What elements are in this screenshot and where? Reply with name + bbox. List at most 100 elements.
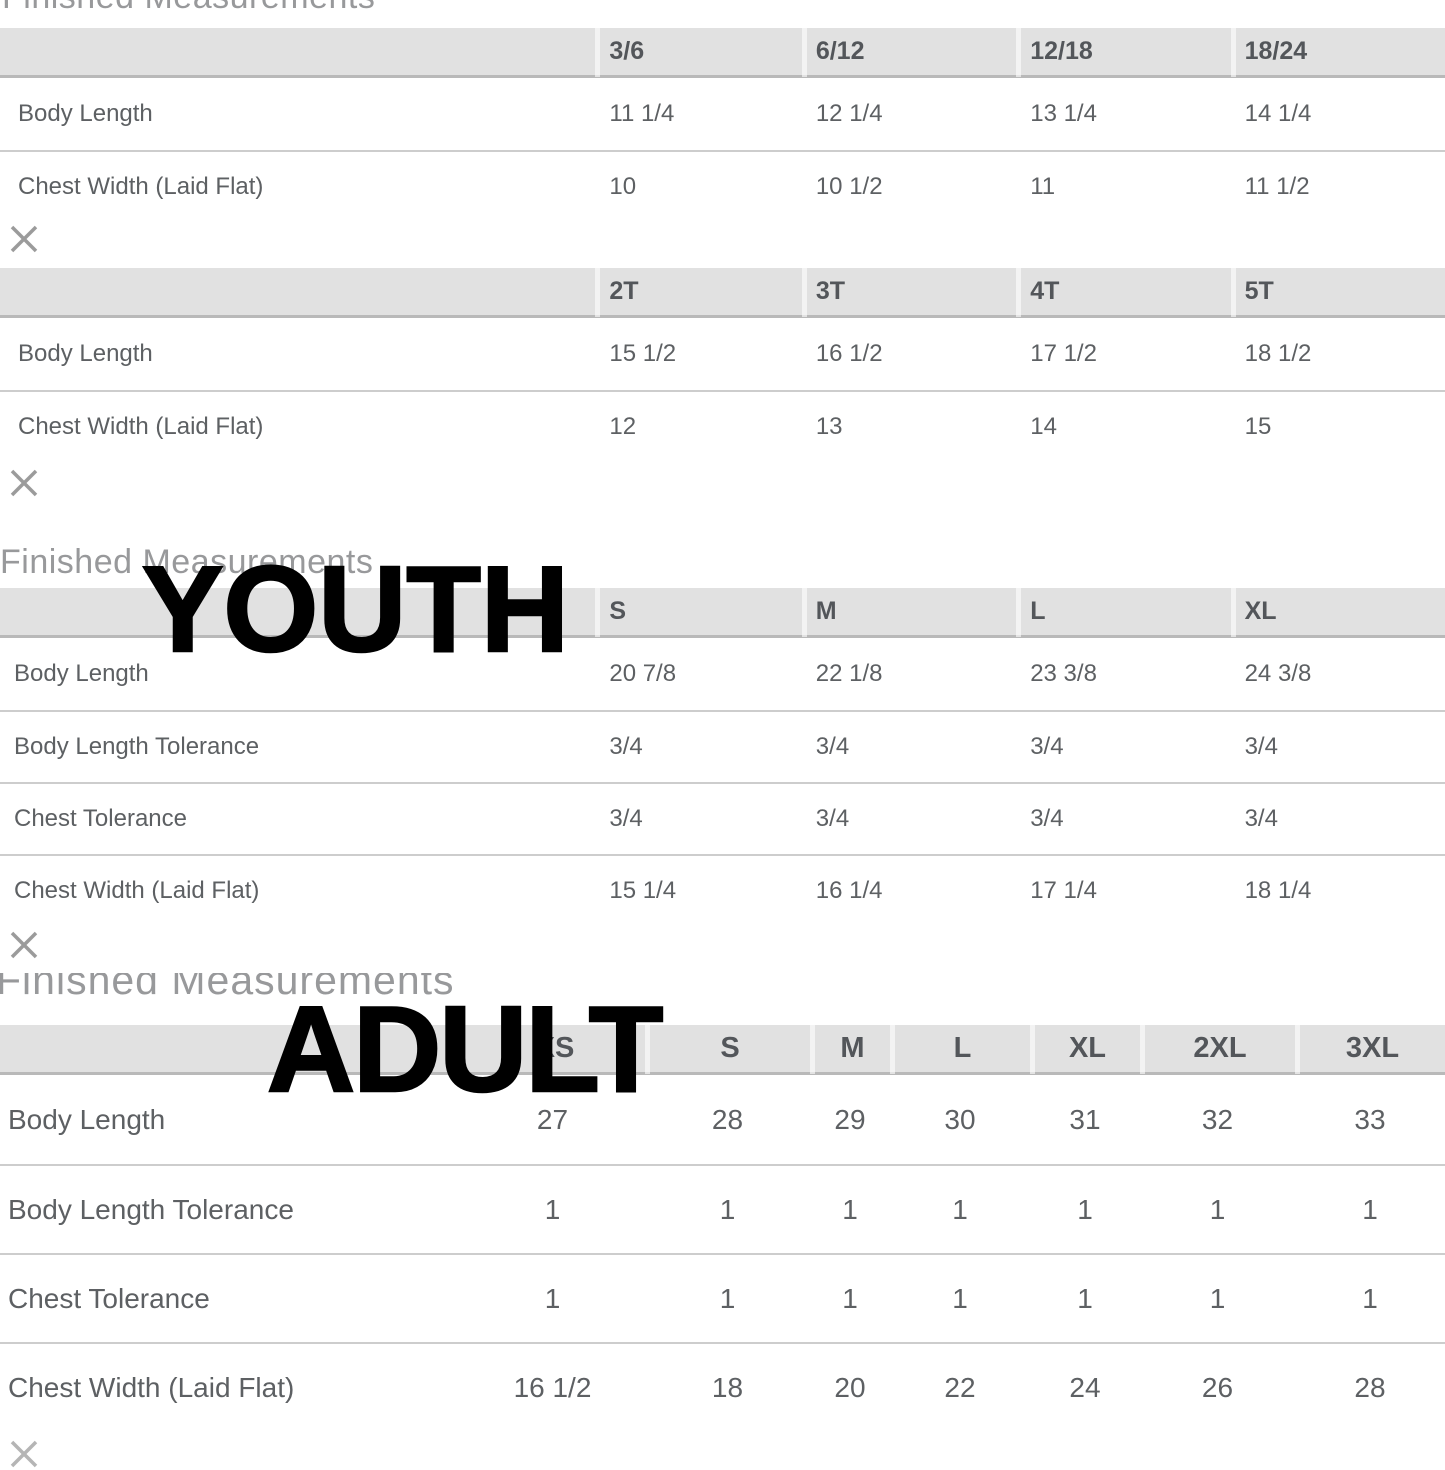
close-icon[interactable] xyxy=(8,1438,40,1470)
cell-value: 32 xyxy=(1201,1103,1234,1135)
column-header: L xyxy=(1016,586,1230,637)
table-header-row: 3/6 6/12 12/18 18/24 xyxy=(0,26,1445,78)
table-row: Chest Width (Laid Flat) 10 10 1/2 11 11 … xyxy=(0,150,1445,222)
cell-value: 1 xyxy=(952,1282,968,1314)
column-header: 5T xyxy=(1230,266,1445,317)
cell-value: 16 1/2 xyxy=(513,1371,592,1403)
cell-value: 1 xyxy=(1362,1193,1378,1225)
cell-value: 12 xyxy=(609,413,637,440)
table-row: Body Length Tolerance 1 1 1 1 1 1 1 xyxy=(0,1164,1445,1253)
column-header: M xyxy=(810,1023,890,1074)
column-header: XS xyxy=(460,1023,645,1074)
cell-value: 18 1/4 xyxy=(1244,877,1312,904)
adult-overlay-label: ADULT xyxy=(266,981,665,1117)
table-row: Chest Width (Laid Flat) 16 1/2 18 20 22 … xyxy=(0,1342,1445,1431)
row-label: Body Length Tolerance xyxy=(14,733,260,760)
row-label: Body Length xyxy=(8,1103,166,1135)
youth-overlay-label: YOUTH xyxy=(141,541,571,677)
column-header: 3/6 xyxy=(595,26,801,77)
cell-value: 1 xyxy=(719,1282,736,1314)
row-label: Body Length xyxy=(18,100,153,127)
section-heading-clipped: Finished Measurements xyxy=(2,0,502,14)
cell-value: 33 xyxy=(1354,1103,1386,1135)
cell-value: 3/4 xyxy=(609,805,643,832)
close-icon[interactable] xyxy=(8,223,40,255)
section-heading-clipped: Finished Measurements xyxy=(0,973,616,1003)
table-row: Body Length Tolerance 3/4 3/4 3/4 3/4 xyxy=(0,710,1445,782)
size-table-toddler: 2T 3T 4T 5T Body Length 15 1/2 16 1/2 17… xyxy=(0,266,1445,462)
cell-value: 28 xyxy=(711,1103,744,1135)
cell-value: 20 xyxy=(834,1371,866,1403)
row-label: Body Length xyxy=(14,660,149,687)
cell-value: 23 3/8 xyxy=(1030,660,1097,687)
cell-value: 12 1/4 xyxy=(815,100,883,127)
cell-value: 29 xyxy=(834,1103,866,1135)
column-header: 18/24 xyxy=(1230,26,1445,77)
row-label: Chest Width (Laid Flat) xyxy=(14,877,260,904)
table-row: Chest Width (Laid Flat) 15 1/4 16 1/4 17… xyxy=(0,854,1445,926)
table-row: Body Length 20 7/8 22 1/8 23 3/8 24 3/8 xyxy=(0,638,1445,710)
cell-value: 18 xyxy=(711,1371,744,1403)
cell-value: 1 xyxy=(1209,1193,1226,1225)
cell-value: 1 xyxy=(544,1282,561,1314)
cell-value: 3/4 xyxy=(1030,805,1064,832)
column-header: L xyxy=(890,1023,1030,1074)
row-label: Chest Width (Laid Flat) xyxy=(18,413,264,440)
cell-value: 1 xyxy=(1077,1193,1093,1225)
cell-value: 3/4 xyxy=(609,733,643,760)
cell-value: 1 xyxy=(719,1193,736,1225)
cell-value: 16 1/2 xyxy=(815,340,883,367)
cell-value: 24 3/8 xyxy=(1244,660,1312,687)
table-header-row: 2T 3T 4T 5T xyxy=(0,266,1445,318)
column-header: 12/18 xyxy=(1016,26,1230,77)
column-header: 3XL xyxy=(1295,1023,1445,1074)
cell-value: 3/4 xyxy=(815,733,850,760)
cell-value: 1 xyxy=(544,1193,561,1225)
row-label: Chest Width (Laid Flat) xyxy=(8,1371,295,1403)
cell-value: 1 xyxy=(1362,1282,1378,1314)
cell-value: 31 xyxy=(1069,1103,1101,1135)
table-row: Chest Width (Laid Flat) 12 13 14 15 xyxy=(0,390,1445,462)
table-row: Body Length 11 1/4 12 1/4 13 1/4 14 1/4 xyxy=(0,78,1445,150)
cell-value: 24 xyxy=(1069,1371,1101,1403)
column-header: 2XL xyxy=(1140,1023,1295,1074)
cell-value: 26 xyxy=(1201,1371,1234,1403)
cell-value: 11 xyxy=(1030,173,1056,200)
size-table-youth: S M L XL Body Length 20 7/8 22 1/8 23 3/… xyxy=(0,586,1445,926)
cell-value: 22 xyxy=(944,1371,976,1403)
cell-value: 15 xyxy=(1244,413,1272,440)
cell-value: 13 1/4 xyxy=(1030,100,1097,127)
cell-value: 10 1/2 xyxy=(815,173,883,200)
cell-value: 14 1/4 xyxy=(1244,100,1312,127)
cell-value: 16 1/4 xyxy=(815,877,883,904)
table-row: Chest Tolerance 3/4 3/4 3/4 3/4 xyxy=(0,782,1445,854)
close-icon[interactable] xyxy=(8,467,40,499)
cell-value: 22 1/8 xyxy=(815,660,883,687)
cell-value: 10 xyxy=(609,173,637,200)
cell-value: 1 xyxy=(842,1282,858,1314)
cell-value: 28 xyxy=(1354,1371,1386,1403)
column-header: XL xyxy=(1230,586,1445,637)
cell-value: 11 1/4 xyxy=(609,100,675,127)
cell-value: 1 xyxy=(952,1193,968,1225)
cell-value: 14 xyxy=(1030,413,1057,440)
row-label: Chest Tolerance xyxy=(8,1282,210,1314)
column-header: XL xyxy=(1030,1023,1140,1074)
cell-value: 3/4 xyxy=(1244,805,1278,832)
column-header: 6/12 xyxy=(801,26,1016,77)
cell-value: 17 1/2 xyxy=(1030,340,1097,367)
finished-measurements-heading: Finished Measurements xyxy=(0,543,374,581)
table-row: Body Length 27 28 29 30 31 32 33 xyxy=(0,1075,1445,1164)
cell-value: 15 1/2 xyxy=(609,340,677,367)
column-header: 4T xyxy=(1016,266,1230,317)
row-label: Body Length Tolerance xyxy=(8,1193,294,1225)
table-header-row: XS S M L XL 2XL 3XL xyxy=(0,1023,1445,1075)
cell-value: 27 xyxy=(536,1103,569,1135)
finished-measurements-heading: Finished Measurements xyxy=(2,0,502,14)
close-icon[interactable] xyxy=(8,929,40,961)
finished-measurements-heading: Finished Measurements xyxy=(0,973,455,1003)
cell-value: 3/4 xyxy=(1030,733,1064,760)
cell-value: 13 xyxy=(815,413,843,440)
table-header-row: S M L XL xyxy=(0,586,1445,638)
cell-value: 3/4 xyxy=(815,805,850,832)
